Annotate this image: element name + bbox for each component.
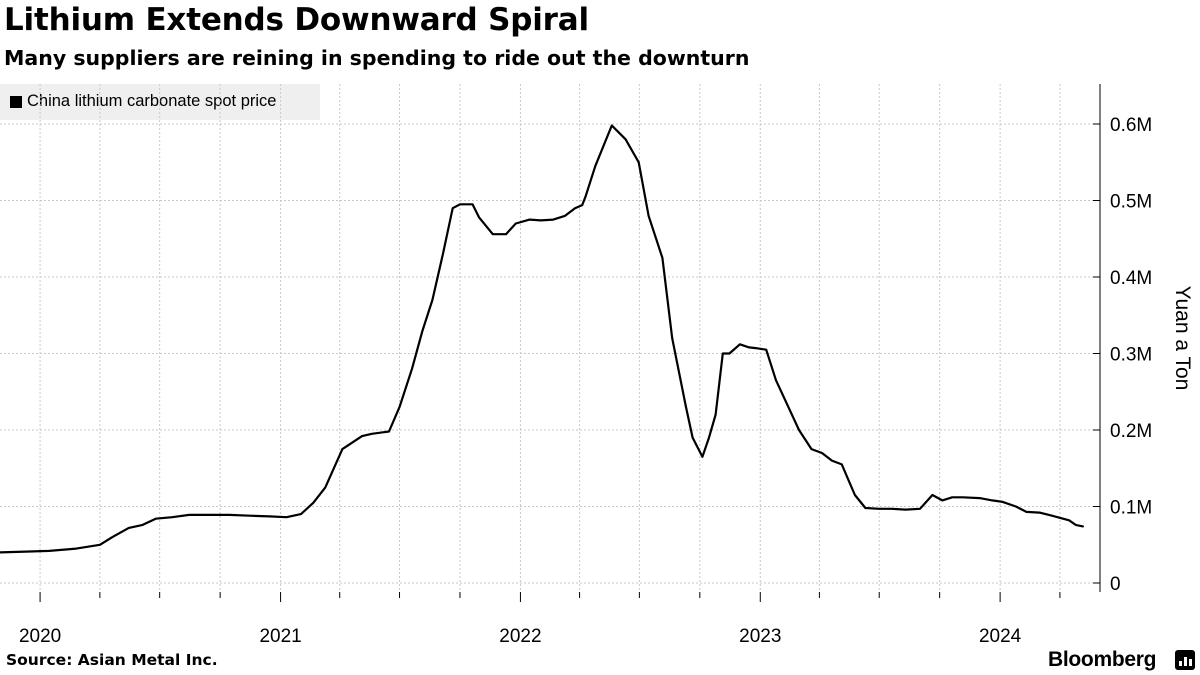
source-note: Source: Asian Metal Inc. xyxy=(6,651,218,669)
chart-subtitle: Many suppliers are reining in spending t… xyxy=(4,46,750,70)
x-tick-label: 2020 xyxy=(19,626,61,647)
x-tick-label: 2024 xyxy=(979,626,1022,647)
y-tick-label: 0.1M xyxy=(1110,498,1152,519)
y-axis: 0 0.1M 0.2M 0.3M 0.4M 0.5M 0.6M xyxy=(1093,84,1152,595)
x-tick-label: 2023 xyxy=(739,626,781,647)
y-tick-label: 0.2M xyxy=(1110,421,1152,442)
bloomberg-terminal-icon xyxy=(1175,650,1195,670)
legend-label: China lithium carbonate spot price xyxy=(27,92,277,110)
x-tick-label: 2022 xyxy=(499,626,541,647)
chart-title: Lithium Extends Downward Spiral xyxy=(4,2,589,38)
legend-swatch xyxy=(10,96,22,108)
x-tick-label: 2021 xyxy=(259,626,301,647)
series-layer xyxy=(0,124,1085,554)
y-tick-label: 0 xyxy=(1110,574,1121,595)
brand-logo: Bloomberg xyxy=(1048,648,1157,671)
x-axis: 2020 2021 2022 2023 2024 xyxy=(19,592,1061,647)
y-axis-title: Yuan a Ton xyxy=(1171,286,1194,391)
y-tick-label: 0.6M xyxy=(1110,115,1152,136)
grid xyxy=(0,84,1100,592)
y-tick-label: 0.5M xyxy=(1110,192,1152,213)
series-line xyxy=(0,124,1085,554)
y-tick-label: 0.4M xyxy=(1110,268,1152,289)
y-tick-label: 0.3M xyxy=(1110,345,1152,366)
